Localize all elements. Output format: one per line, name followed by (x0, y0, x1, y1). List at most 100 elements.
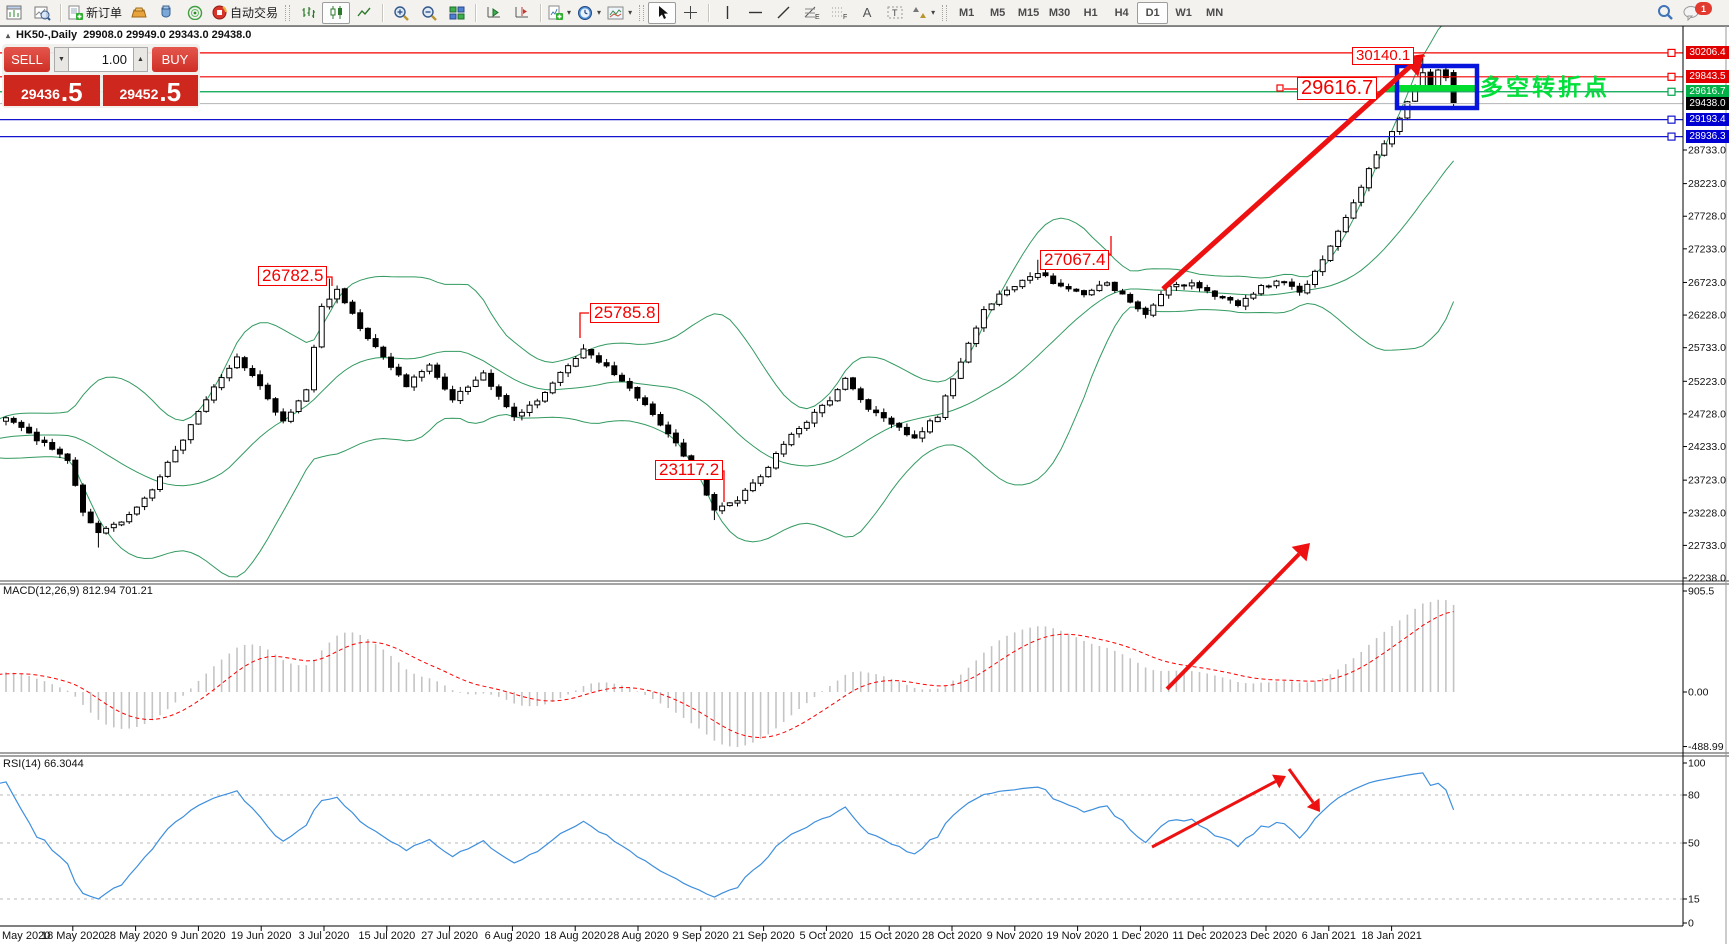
crosshair-tool-button[interactable] (676, 2, 704, 24)
volume-decrease-button[interactable]: ▼ (54, 47, 69, 72)
candle-body (734, 500, 741, 504)
auto-scroll-icon (487, 7, 501, 18)
trend-arrow[interactable] (1151, 780, 1277, 849)
text-tool-button[interactable]: A (853, 2, 881, 24)
candle-body (457, 390, 464, 402)
candle-body (87, 511, 94, 524)
timeframe-H1[interactable]: H1 (1083, 6, 1098, 19)
annotation-marker[interactable] (1276, 84, 1284, 92)
candle-body (311, 346, 317, 391)
bollinger-lower-band (0, 301, 1455, 578)
bar-chart-button[interactable] (294, 2, 322, 24)
timeframe-M30[interactable]: M30 (1048, 6, 1071, 19)
line-chart-button[interactable] (350, 2, 378, 24)
candle-body (811, 411, 818, 424)
candle-body (495, 386, 502, 397)
candle-body (850, 377, 856, 390)
grid-tool-button[interactable]: F (825, 2, 853, 24)
autotrade-button[interactable]: 自动交易 (209, 2, 281, 24)
sell-price-button[interactable]: 29436 .5 (4, 75, 100, 106)
price-annotation[interactable]: 30140.1 (1352, 47, 1415, 65)
rsi-line (0, 772, 1455, 900)
timeframe-M1[interactable]: M1 (958, 6, 975, 19)
trend-arrow[interactable] (1161, 65, 1412, 291)
candle-body (873, 409, 880, 414)
vertical-line-icon (726, 6, 728, 19)
price-annotation[interactable]: 27067.4 (1040, 250, 1110, 270)
chevron-down-icon: ▾ (628, 8, 633, 17)
volume-input[interactable]: 1.00 (69, 47, 133, 72)
signals-button[interactable] (181, 2, 209, 24)
tick-chart-button[interactable] (28, 2, 56, 24)
chart-shift-button[interactable] (508, 2, 536, 24)
buy-price-button[interactable]: 29452 .5 (102, 75, 198, 106)
timeframe-W1[interactable]: W1 (1175, 6, 1192, 19)
highlight-rectangle[interactable] (1394, 63, 1480, 111)
new-order-button[interactable]: 新订单 (65, 2, 125, 24)
zoom-in-icon (394, 5, 409, 21)
candle-body (1127, 293, 1134, 303)
new-chart-button[interactable] (0, 2, 28, 24)
level-line-handle[interactable] (1667, 132, 1676, 141)
candle-body (619, 374, 625, 382)
turning-point-bar[interactable] (1386, 85, 1477, 91)
zoom-in-button[interactable] (387, 2, 415, 24)
sell-price-main: 29436 (20, 86, 60, 102)
arrows-tool-button[interactable]: ▾ (909, 2, 938, 24)
zoom-out-button[interactable] (415, 2, 443, 24)
timeframe-H4[interactable]: H4 (1114, 6, 1129, 19)
sell-button[interactable]: SELL (4, 47, 50, 72)
axis-tick-label: 100 (1688, 758, 1706, 770)
bar-chart-icon (302, 7, 315, 18)
price-annotation[interactable]: 23117.2 (655, 460, 724, 480)
candle-body (642, 397, 649, 406)
candle-body (187, 424, 194, 441)
axis-tick-label: 0 (1688, 918, 1694, 930)
buy-button[interactable]: BUY (152, 47, 198, 72)
price-annotation[interactable]: 29616.7 (1297, 77, 1378, 100)
level-line-handle[interactable] (1667, 87, 1676, 96)
trend-arrow[interactable] (1287, 768, 1315, 804)
timeframe-MN[interactable]: MN (1206, 6, 1224, 19)
candle-body (72, 459, 79, 486)
add-indicator-button[interactable]: ▾ (545, 2, 574, 24)
period-button[interactable]: ▾ (574, 2, 604, 24)
horizontal-line-tool-button[interactable] (741, 2, 769, 24)
level-line-handle[interactable] (1667, 72, 1676, 81)
market-watch-button[interactable] (125, 2, 153, 24)
trendline-tool-button[interactable] (769, 2, 797, 24)
search-button[interactable] (1651, 2, 1679, 24)
level-line-handle[interactable] (1667, 48, 1676, 58)
candle-body (1196, 282, 1203, 289)
vertical-line-tool-button[interactable] (713, 2, 741, 24)
autotrade-icon (212, 5, 228, 20)
timeframe-D1[interactable]: D1 (1137, 1, 1169, 24)
data-folder-button[interactable] (153, 2, 181, 24)
candle-body (33, 431, 40, 442)
candle-body (957, 361, 964, 379)
text-label-tool-button[interactable]: T (881, 2, 909, 24)
candle-body (141, 497, 148, 508)
price-annotation[interactable]: 26782.5 (258, 266, 328, 286)
candle-body (1057, 282, 1064, 287)
collapse-panel-icon[interactable]: ▴ (6, 30, 11, 40)
fibonacci-tool-button[interactable]: E (797, 2, 825, 24)
timeframe-M15[interactable]: M15 (1017, 6, 1040, 19)
cursor-tool-button[interactable] (648, 1, 677, 24)
candle-body (988, 303, 995, 311)
rsi-label: RSI(14) 66.3044 (3, 758, 84, 770)
candle-body (203, 399, 210, 412)
timeframe-M5[interactable]: M5 (989, 6, 1006, 19)
volume-increase-button[interactable]: ▲ (133, 47, 148, 72)
notifications-button[interactable]: 1 (1679, 2, 1723, 24)
template-button[interactable]: ▾ (604, 2, 635, 24)
auto-scroll-button[interactable] (480, 2, 508, 24)
tile-windows-button[interactable] (443, 2, 471, 24)
tile-windows-icon (449, 6, 465, 19)
level-line-handle[interactable] (1667, 115, 1676, 124)
candlestick-chart-button[interactable] (322, 1, 351, 24)
price-annotation[interactable]: 25785.8 (590, 303, 660, 323)
trend-arrow[interactable] (1165, 552, 1301, 691)
candle-body (842, 377, 849, 390)
